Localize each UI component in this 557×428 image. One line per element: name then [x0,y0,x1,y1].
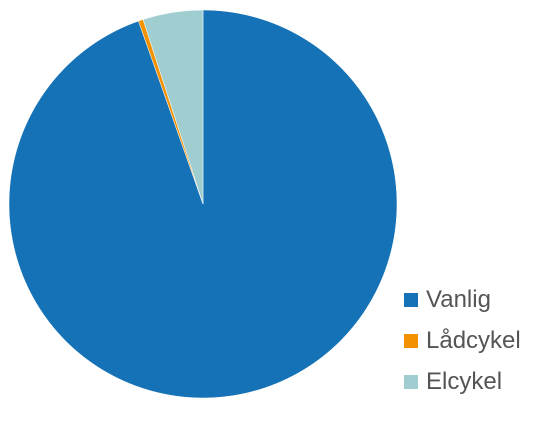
legend-swatch-ladcykel [404,334,418,348]
legend-item-ladcykel: Lådcykel [404,328,557,354]
pie-slice-elcykel [142,9,204,205]
legend-label-vanlig: Vanlig [426,286,491,313]
legend-item-elcykel: Elcykel [404,369,557,395]
legend-label-ladcykel: Lådcykel [426,327,521,354]
legend-item-vanlig: Vanlig [404,287,557,313]
legend-swatch-vanlig [404,293,418,307]
legend-swatch-elcykel [404,375,418,389]
legend-label-elcykel: Elcykel [426,368,503,395]
chart-legend: Vanlig Lådcykel Elcykel [404,287,557,410]
